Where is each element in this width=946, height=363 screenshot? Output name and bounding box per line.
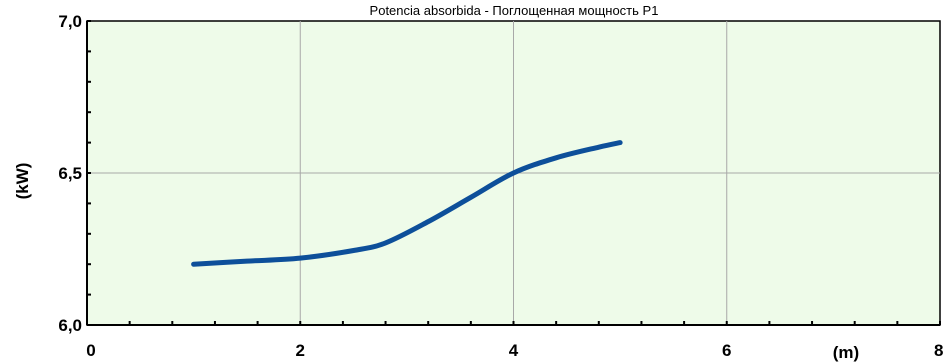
x-tick-label: 2 <box>296 341 305 360</box>
axes <box>86 21 940 326</box>
x-tick-label: 6 <box>722 341 731 360</box>
y-tick-label: 6,0 <box>58 316 82 335</box>
x-tick-label: 8 <box>934 341 943 360</box>
x-tick-label: 0 <box>86 341 95 360</box>
x-axis-label: (m) <box>833 343 859 362</box>
y-tick-label: 7,0 <box>58 12 82 31</box>
y-tick-label: 6,5 <box>58 164 82 183</box>
series-line <box>191 140 623 267</box>
x-tick-labels: 0 2 4 6 8 <box>86 341 943 360</box>
x-tick-label: 4 <box>509 341 519 360</box>
y-axis-label: (kW) <box>13 163 32 200</box>
y-tick-labels: 6,0 6,5 7,0 <box>58 12 82 335</box>
chart-title: Potencia absorbida - Поглощенная мощност… <box>370 3 659 18</box>
